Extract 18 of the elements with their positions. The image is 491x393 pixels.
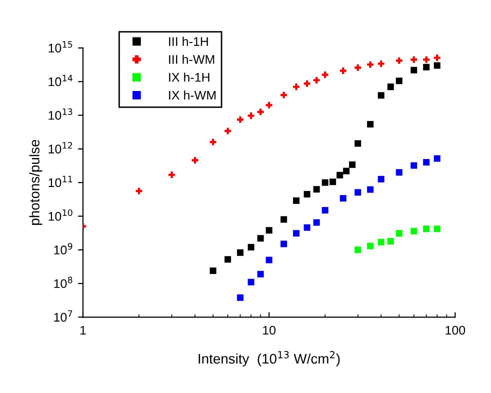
y-tick-label: 10$^{9}$ xyxy=(54,243,72,254)
legend-label: III h-1H xyxy=(169,36,208,46)
y-tick-label: 10$^{13}$ xyxy=(48,108,72,120)
y-tick-label: 10$^{10}$ xyxy=(48,209,72,221)
legend-label: III h-WM xyxy=(169,54,214,64)
x-tick-label: 10 xyxy=(263,326,276,335)
legend-label: IX h-WM xyxy=(169,90,216,100)
x-tick-label: 100 xyxy=(446,326,466,335)
y-axis-title: photons/pulse xyxy=(29,140,42,225)
y-tick-label: 10$^{14}$ xyxy=(48,74,72,86)
y-tick-label: 10$^{8}$ xyxy=(54,276,72,288)
y-tick-label: 10$^{15}$ xyxy=(48,41,72,53)
x-axis-title: Intensity (10$^{13}$ W/cm$^{2}$) xyxy=(198,351,340,366)
y-tick-label: 10$^{12}$ xyxy=(48,142,72,154)
y-tick-label: 10$^{11}$ xyxy=(48,176,72,188)
y-tick-label: 10$^{7}$ xyxy=(54,310,72,322)
x-tick-label: 1 xyxy=(80,326,86,335)
legend-label: IX h-1H xyxy=(169,72,210,82)
